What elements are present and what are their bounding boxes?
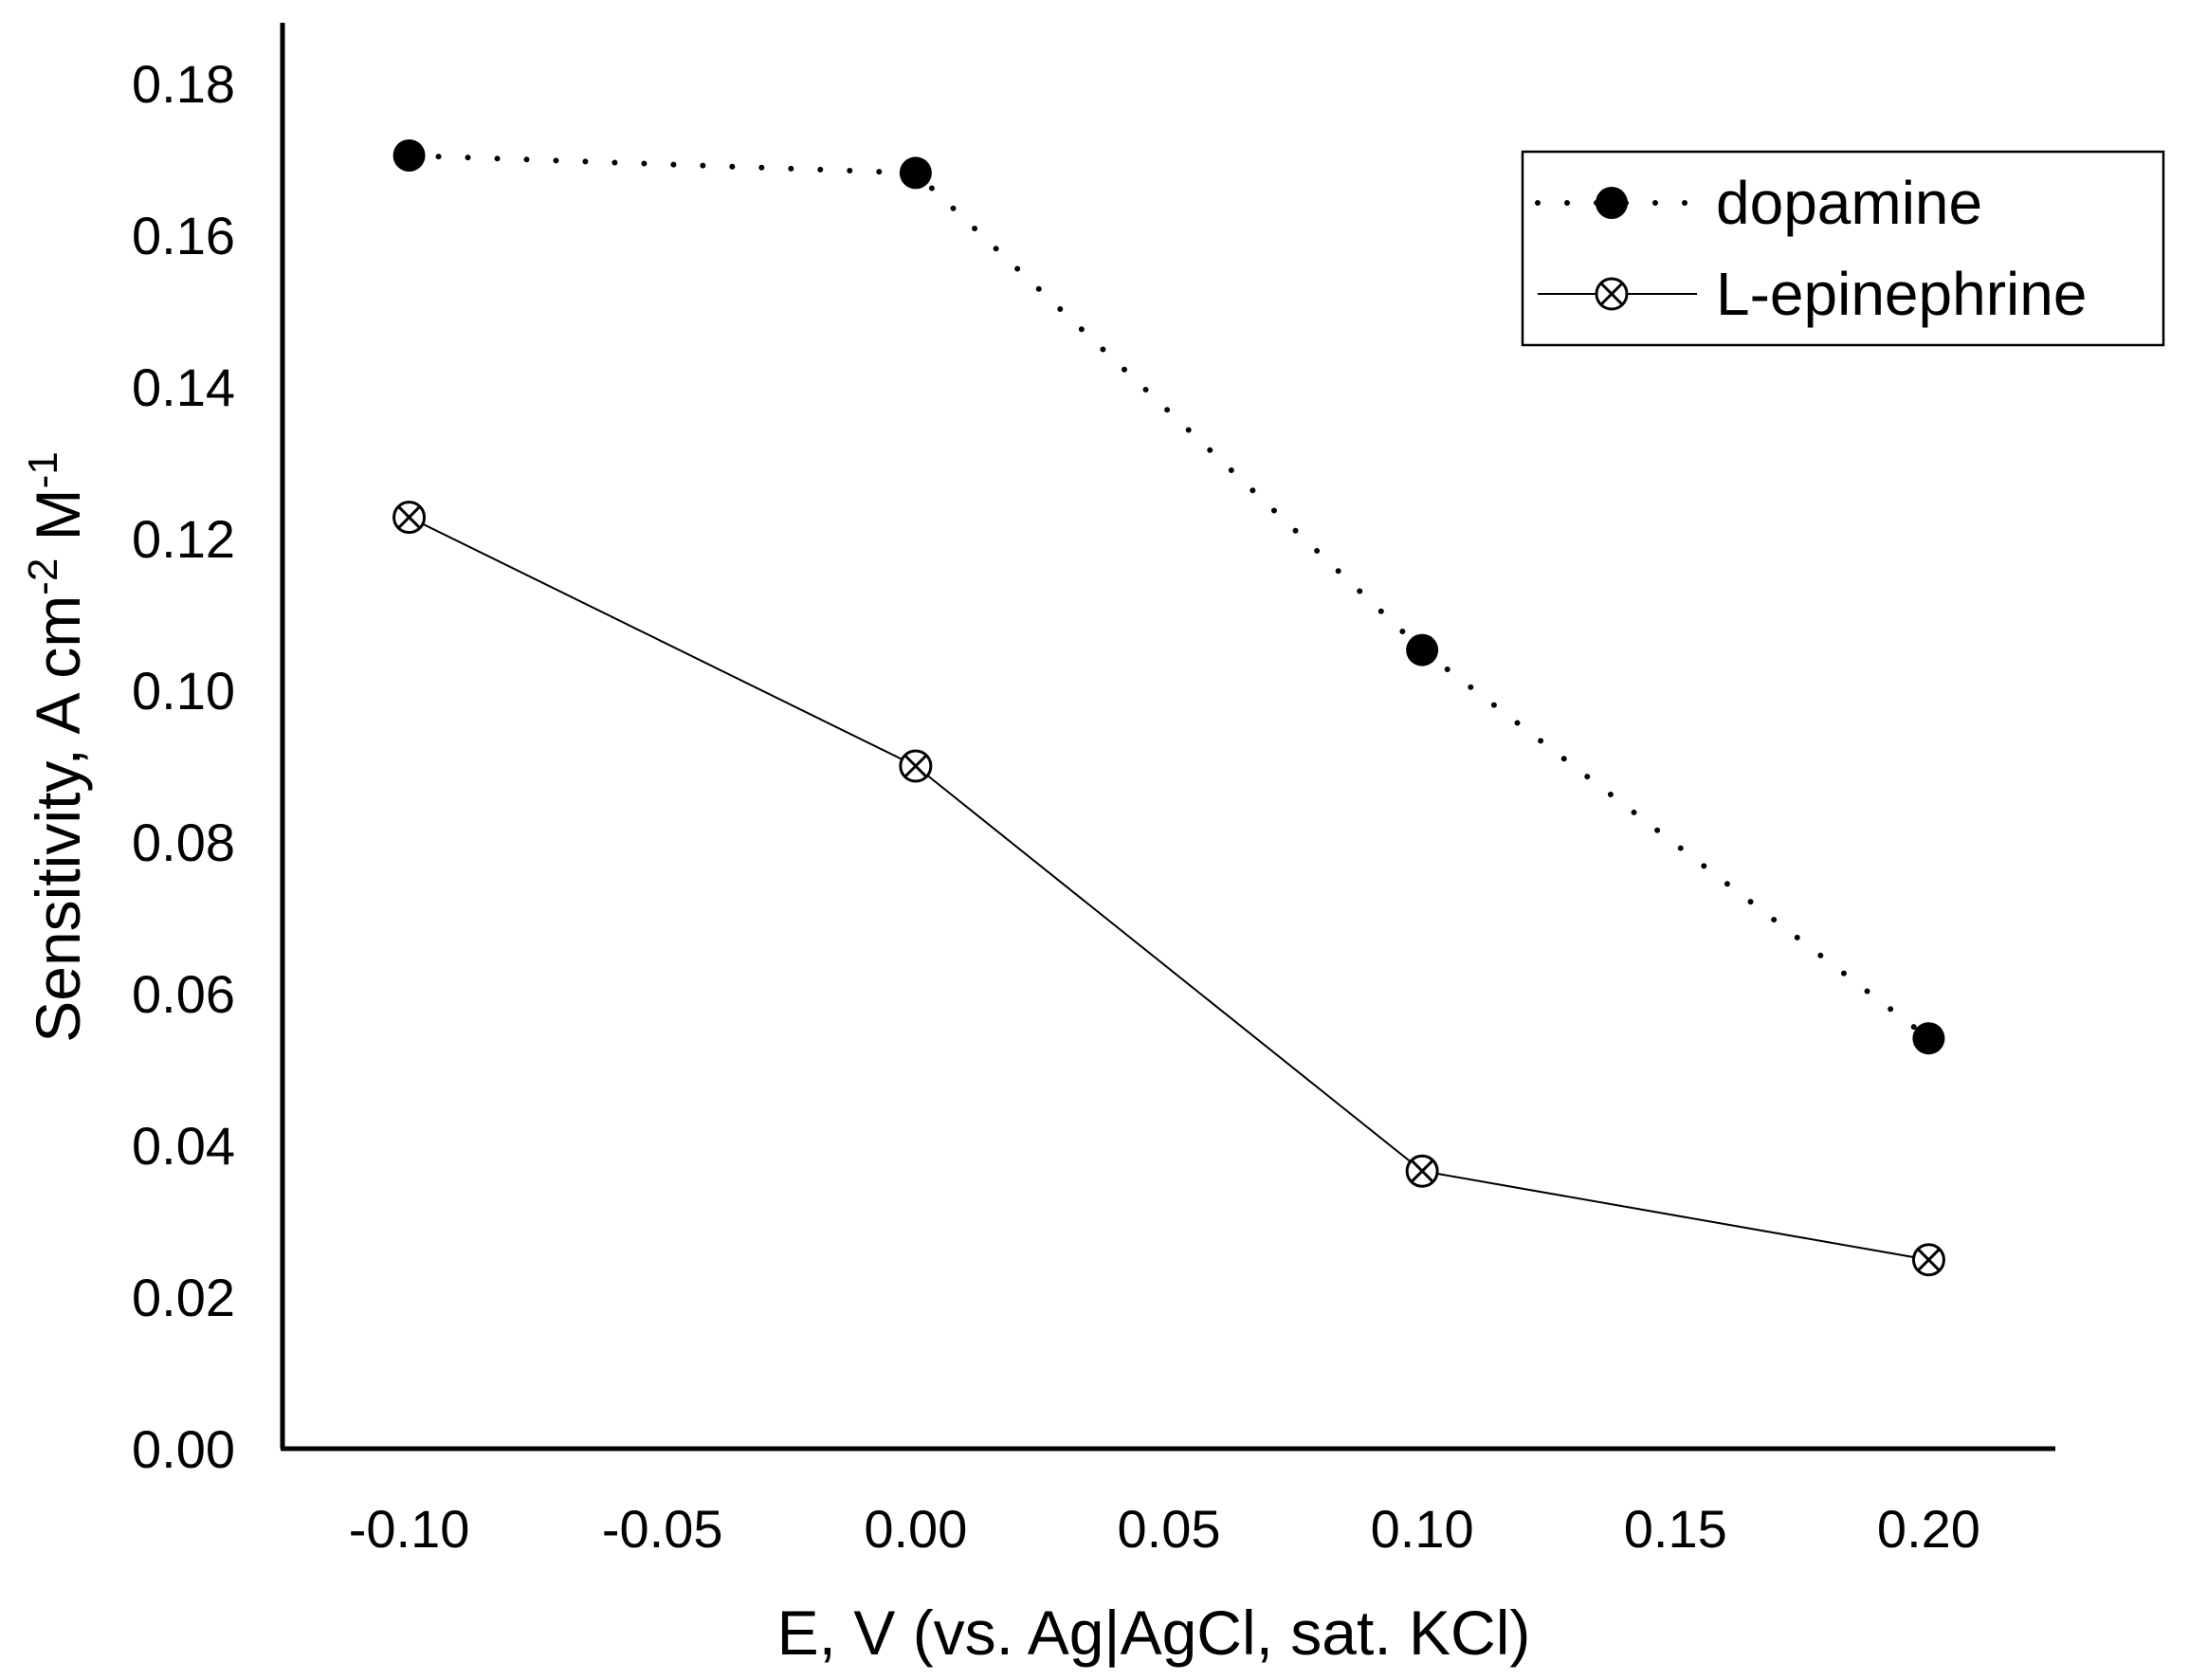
series-dopamine — [392, 139, 1945, 1055]
series-l-epinephrine — [392, 501, 1945, 1277]
y-tick-label: 0.02 — [132, 1268, 235, 1327]
x-tick-label: 0.00 — [864, 1499, 967, 1559]
data-point-dopamine — [392, 139, 426, 172]
data-point-l-epinephrine — [1911, 1243, 1945, 1277]
x-tick-label: 0.10 — [1371, 1499, 1474, 1559]
legend-item-l-epinephrine: L-epinephrine — [1538, 260, 2087, 328]
y-axis-title-main: Sensitivity, A cm — [23, 595, 93, 1043]
y-axis-title-exp1: -2 — [20, 558, 66, 595]
legend-marker-l-epinephrine — [1595, 277, 1629, 311]
x-tick-label: -0.05 — [602, 1499, 723, 1559]
y-tick-label: 0.08 — [132, 813, 235, 872]
y-tick-label: 0.10 — [132, 661, 235, 721]
y-tick-label: 0.00 — [132, 1419, 235, 1479]
legend-label-dopamine: dopamine — [1716, 169, 1982, 237]
data-point-dopamine — [1912, 1022, 1945, 1055]
y-tick-label: 0.06 — [132, 964, 235, 1024]
y-axis-title-exp2: -1 — [20, 451, 66, 488]
y-axis-title-mid: M — [23, 488, 93, 557]
x-tick-label: 0.20 — [1877, 1499, 1980, 1559]
data-point-l-epinephrine — [1405, 1154, 1439, 1188]
y-ticks: 0.00 0.02 0.04 0.06 0.08 0.10 0.12 0.14 0.16 0.18 — [132, 54, 235, 1479]
data-point-dopamine — [899, 156, 932, 190]
data-point-dopamine — [1406, 633, 1439, 667]
legend: dopamine L-epinephrine — [1521, 150, 2165, 347]
series-line-l-epinephrine — [409, 516, 1929, 1261]
y-tick-label: 0.16 — [132, 206, 235, 265]
y-tick-label: 0.12 — [132, 509, 235, 569]
y-tick-label: 0.04 — [132, 1116, 235, 1176]
x-ticks: -0.10 -0.05 0.00 0.05 0.10 0.15 0.20 — [349, 1499, 1980, 1559]
data-point-l-epinephrine — [899, 749, 933, 783]
x-tick-label: 0.05 — [1118, 1499, 1221, 1559]
y-axis-title: Sensitivity, A cm-2 M-1 — [20, 451, 94, 1043]
x-tick-label: 0.15 — [1624, 1499, 1727, 1559]
y-tick-label: 0.18 — [132, 54, 235, 114]
x-axis-title: E, V (vs. Ag|AgCl, sat. KCl) — [777, 1598, 1531, 1668]
series-layer — [392, 139, 1945, 1277]
data-point-l-epinephrine — [392, 501, 427, 535]
legend-label-l-epinephrine: L-epinephrine — [1716, 260, 2087, 328]
x-tick-label: -0.10 — [349, 1499, 470, 1559]
y-tick-label: 0.14 — [132, 357, 235, 417]
legend-marker-dopamine — [1596, 187, 1628, 219]
legend-box — [1521, 150, 2165, 347]
legend-item-dopamine: dopamine — [1535, 169, 1982, 237]
series-line-dopamine — [406, 153, 1932, 1042]
